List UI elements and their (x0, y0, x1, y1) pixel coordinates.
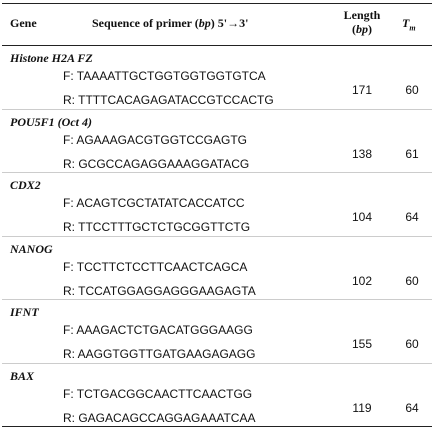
reverse-primer: R: GAGACAGCCAGGAGAAATCAA (63, 410, 256, 425)
reverse-primer: R: TCCATGGAGGAGGGAAGAGTA (63, 283, 256, 298)
tm: 60 (405, 273, 419, 288)
forward-primer: F: TCCTTCTCCTTCAACTCAGCA (63, 259, 248, 274)
text: Sequence of primer ( (92, 16, 199, 30)
forward-primer: F: TAAAATTGCTGGTGGTGGTGTCA (63, 69, 266, 83)
tm: 60 (405, 337, 419, 351)
forward-primer: F: TCTGACGGCAACTTCAACTGG (63, 386, 253, 401)
text: ) (368, 22, 372, 36)
header-length: Length (bp) (334, 8, 390, 36)
forward-primer: F: AGAAAGACGTGGTCCGAGTG (63, 132, 248, 147)
tm: 64 (405, 400, 419, 415)
tm: 64 (405, 210, 419, 224)
header-gene: Gene (10, 16, 37, 30)
reverse-primer: R: TTCCTTTGCTCTGCGGTTCTG (63, 220, 251, 234)
row-rule (2, 235, 432, 237)
length: 104 (351, 210, 373, 224)
gene-name: POU5F1 (Oct 4) (10, 114, 92, 129)
text: ( (352, 22, 356, 36)
reverse-primer: R: AAGGTGGTTGATGAAGAGAGG (63, 347, 256, 361)
text: ) 5'→3' (210, 16, 249, 30)
header-tm: Tm (402, 16, 416, 35)
text: T (402, 16, 410, 30)
length: 119 (352, 400, 372, 415)
forward-primer: F: ACAGTCGCTATATCACCATCC (63, 196, 245, 210)
header-rule (2, 45, 432, 46)
row-rule (2, 426, 432, 427)
row-rule (2, 108, 432, 110)
gene-name: NANOG (10, 241, 53, 256)
text: m (409, 23, 416, 33)
header-sequence: Sequence of primer (bp) 5'→3' (92, 16, 248, 30)
text: Length (343, 8, 381, 22)
length: 138 (351, 146, 373, 161)
forward-primer: F: AAAGACTCTGACATGGGAAGG (63, 323, 253, 337)
length: 155 (351, 337, 373, 351)
length: 102 (351, 273, 373, 288)
reverse-primer: R: GCGCCAGAGGAAAGGATACG (63, 156, 250, 171)
gene-name: IFNT (10, 305, 39, 319)
text: bp (356, 22, 368, 36)
top-rule (2, 3, 432, 4)
row-rule (2, 362, 432, 364)
text: bp (198, 16, 211, 30)
reverse-primer: R: TTTTCACAGAGATACCGTCCACTG (63, 93, 274, 107)
tm: 60 (405, 83, 419, 97)
gene-name: Histone H2A FZ (10, 51, 93, 65)
tm: 61 (405, 146, 419, 161)
row-rule (2, 172, 432, 173)
gene-name: BAX (10, 368, 35, 383)
gene-name: CDX2 (10, 178, 41, 192)
row-rule (2, 299, 432, 300)
length: 171 (351, 83, 373, 97)
